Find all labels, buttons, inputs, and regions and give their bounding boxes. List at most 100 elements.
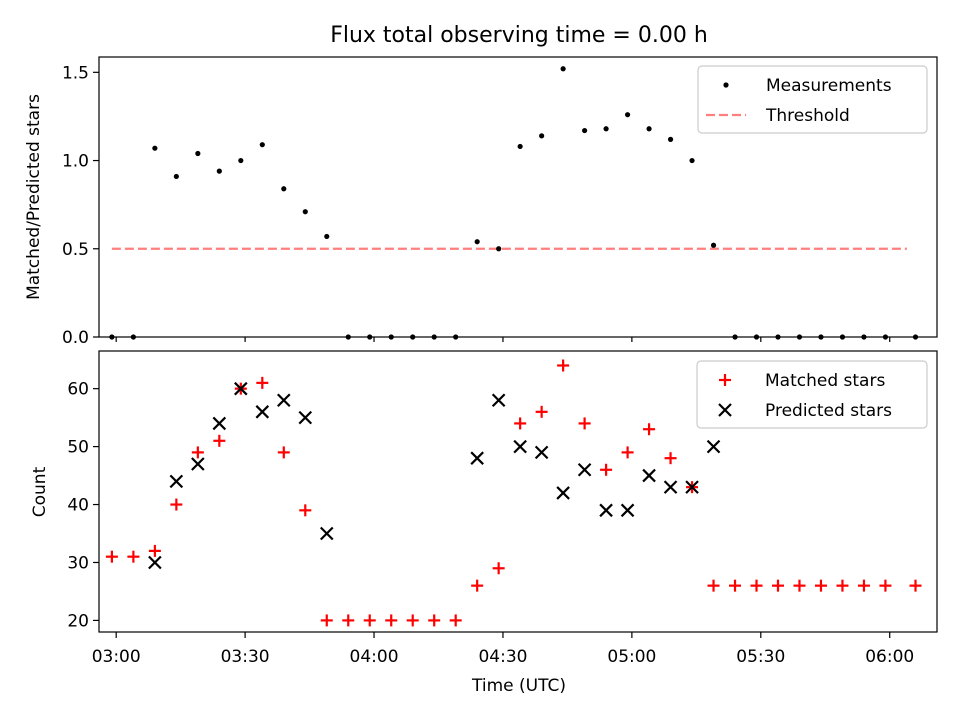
- matched-star-point: [492, 562, 505, 575]
- matched-star-point: [320, 614, 333, 627]
- matched-star-point: [857, 579, 870, 592]
- bottom-y-tick-label: 50: [67, 438, 89, 458]
- matched-star-point: [535, 405, 548, 418]
- matched-star-point: [707, 579, 720, 592]
- bottom-y-tick-label: 40: [67, 496, 89, 516]
- matched-star-point: [127, 550, 140, 563]
- matched-star-point: [793, 579, 806, 592]
- top-y-tick-label: 0.0: [62, 328, 89, 348]
- measurement-point: [216, 168, 222, 174]
- measurement-point: [474, 239, 480, 245]
- bottom-legend: Matched stars Predicted stars: [696, 360, 928, 429]
- matched-star-point: [814, 579, 827, 592]
- legend-label: Predicted stars: [765, 401, 892, 421]
- top-y-axis-label: Matched/Predicted stars: [24, 94, 44, 300]
- legend-label: Threshold: [765, 106, 850, 126]
- top-x-ticks: [115, 337, 891, 342]
- measurement-point: [646, 126, 652, 132]
- predicted-star-point: [212, 416, 227, 431]
- x-tick-label: 03:00: [92, 647, 141, 667]
- measurement-point: [539, 133, 545, 139]
- matched-star-point: [213, 434, 226, 447]
- measurement-point: [667, 136, 674, 142]
- legend-matched-marker: [719, 374, 731, 386]
- legend-predicted-marker: [718, 403, 732, 417]
- predicted-star-point: [534, 445, 549, 460]
- matched-star-point: [449, 614, 462, 627]
- legend-measurement-marker: [723, 82, 729, 88]
- x-tick-label: 04:00: [350, 647, 399, 667]
- predicted-star-point: [234, 381, 248, 396]
- legend-box: [696, 360, 928, 429]
- matched-star-point: [621, 446, 634, 459]
- top-legend: Measurements Threshold: [697, 65, 928, 134]
- matched-star-point: [471, 579, 484, 592]
- top-axes-frame: [98, 56, 938, 338]
- bottom-y-tick-label: 20: [67, 611, 89, 631]
- top-y-ticks: 0.0 0.5 1.0 1.5: [62, 63, 99, 348]
- predicted-star-point: [685, 480, 699, 494]
- predicted-star-point: [191, 457, 205, 471]
- matched-star-point: [909, 579, 922, 592]
- matched-star-point: [385, 614, 398, 627]
- bottom-series-layer: [105, 359, 922, 627]
- legend-box: [697, 65, 928, 134]
- measurement-point: [302, 209, 308, 215]
- bottom-plot-panel: 20 30 40 50 60 03:00 03:30 04:00 04:30 05:00 05:3…: [30, 350, 938, 696]
- matched-star-point: [643, 423, 656, 436]
- predicted-star-point: [642, 468, 656, 483]
- predicted-star-point: [277, 393, 291, 408]
- predicted-star-point: [319, 526, 334, 541]
- predicted-star-point: [706, 439, 721, 454]
- measurement-point: [496, 246, 502, 252]
- predicted-star-point: [620, 503, 635, 518]
- matched-star-point: [578, 417, 591, 430]
- matched-star-point: [191, 446, 204, 459]
- top-plot-panel: 0.0 0.5 1.0 1.5 Matched/Predicted stars Mea…: [24, 56, 938, 348]
- matched-star-point: [428, 614, 441, 627]
- predicted-star-point: [169, 474, 184, 489]
- matched-star-point: [514, 417, 527, 430]
- predicted-star-point: [255, 405, 270, 419]
- matched-star-point: [277, 446, 290, 459]
- legend-label: Measurements: [766, 76, 892, 96]
- matched-star-point: [363, 614, 376, 627]
- matched-star-point: [406, 614, 419, 627]
- top-y-tick-label: 1.0: [62, 152, 89, 172]
- top-y-tick-label: 0.5: [62, 240, 89, 260]
- predicted-star-point: [491, 393, 506, 408]
- matched-star-point: [557, 359, 570, 372]
- x-tick-label: 03:30: [221, 647, 270, 667]
- matched-star-point: [836, 579, 849, 592]
- measurement-point: [281, 186, 287, 192]
- predicted-star-point: [470, 451, 484, 465]
- measurement-point: [195, 150, 201, 157]
- bottom-y-axis-label: Count: [30, 466, 50, 517]
- measurement-point: [517, 143, 523, 150]
- bottom-y-ticks: 20 30 40 50 60: [67, 380, 99, 631]
- x-tick-label: 05:00: [607, 647, 656, 667]
- matched-star-point: [148, 544, 161, 557]
- matched-star-point: [105, 550, 118, 563]
- x-tick-label: 04:30: [478, 647, 527, 667]
- bottom-x-ticks: 03:00 03:30 04:00 04:30 05:00 05:30 06:00: [92, 632, 914, 667]
- x-axis-label: Time (UTC): [471, 676, 566, 696]
- top-y-tick-label: 1.5: [62, 63, 89, 83]
- predicted-star-point: [556, 486, 570, 500]
- legend-label: Matched stars: [765, 371, 885, 391]
- bottom-y-tick-label: 60: [67, 380, 89, 400]
- measurement-point: [259, 142, 265, 148]
- predicted-star-point: [577, 462, 592, 477]
- x-tick-label: 05:30: [736, 647, 785, 667]
- measurement-point: [710, 242, 717, 248]
- measurement-point: [689, 157, 695, 164]
- matched-star-point: [771, 579, 784, 592]
- matched-star-point: [170, 498, 183, 511]
- measurement-point: [624, 112, 631, 118]
- predicted-star-point: [599, 503, 613, 518]
- chart-title: Flux total observing time = 0.00 h: [330, 23, 708, 48]
- predicted-star-point: [663, 480, 678, 494]
- measurement-point: [603, 126, 609, 132]
- measurement-point: [152, 145, 158, 151]
